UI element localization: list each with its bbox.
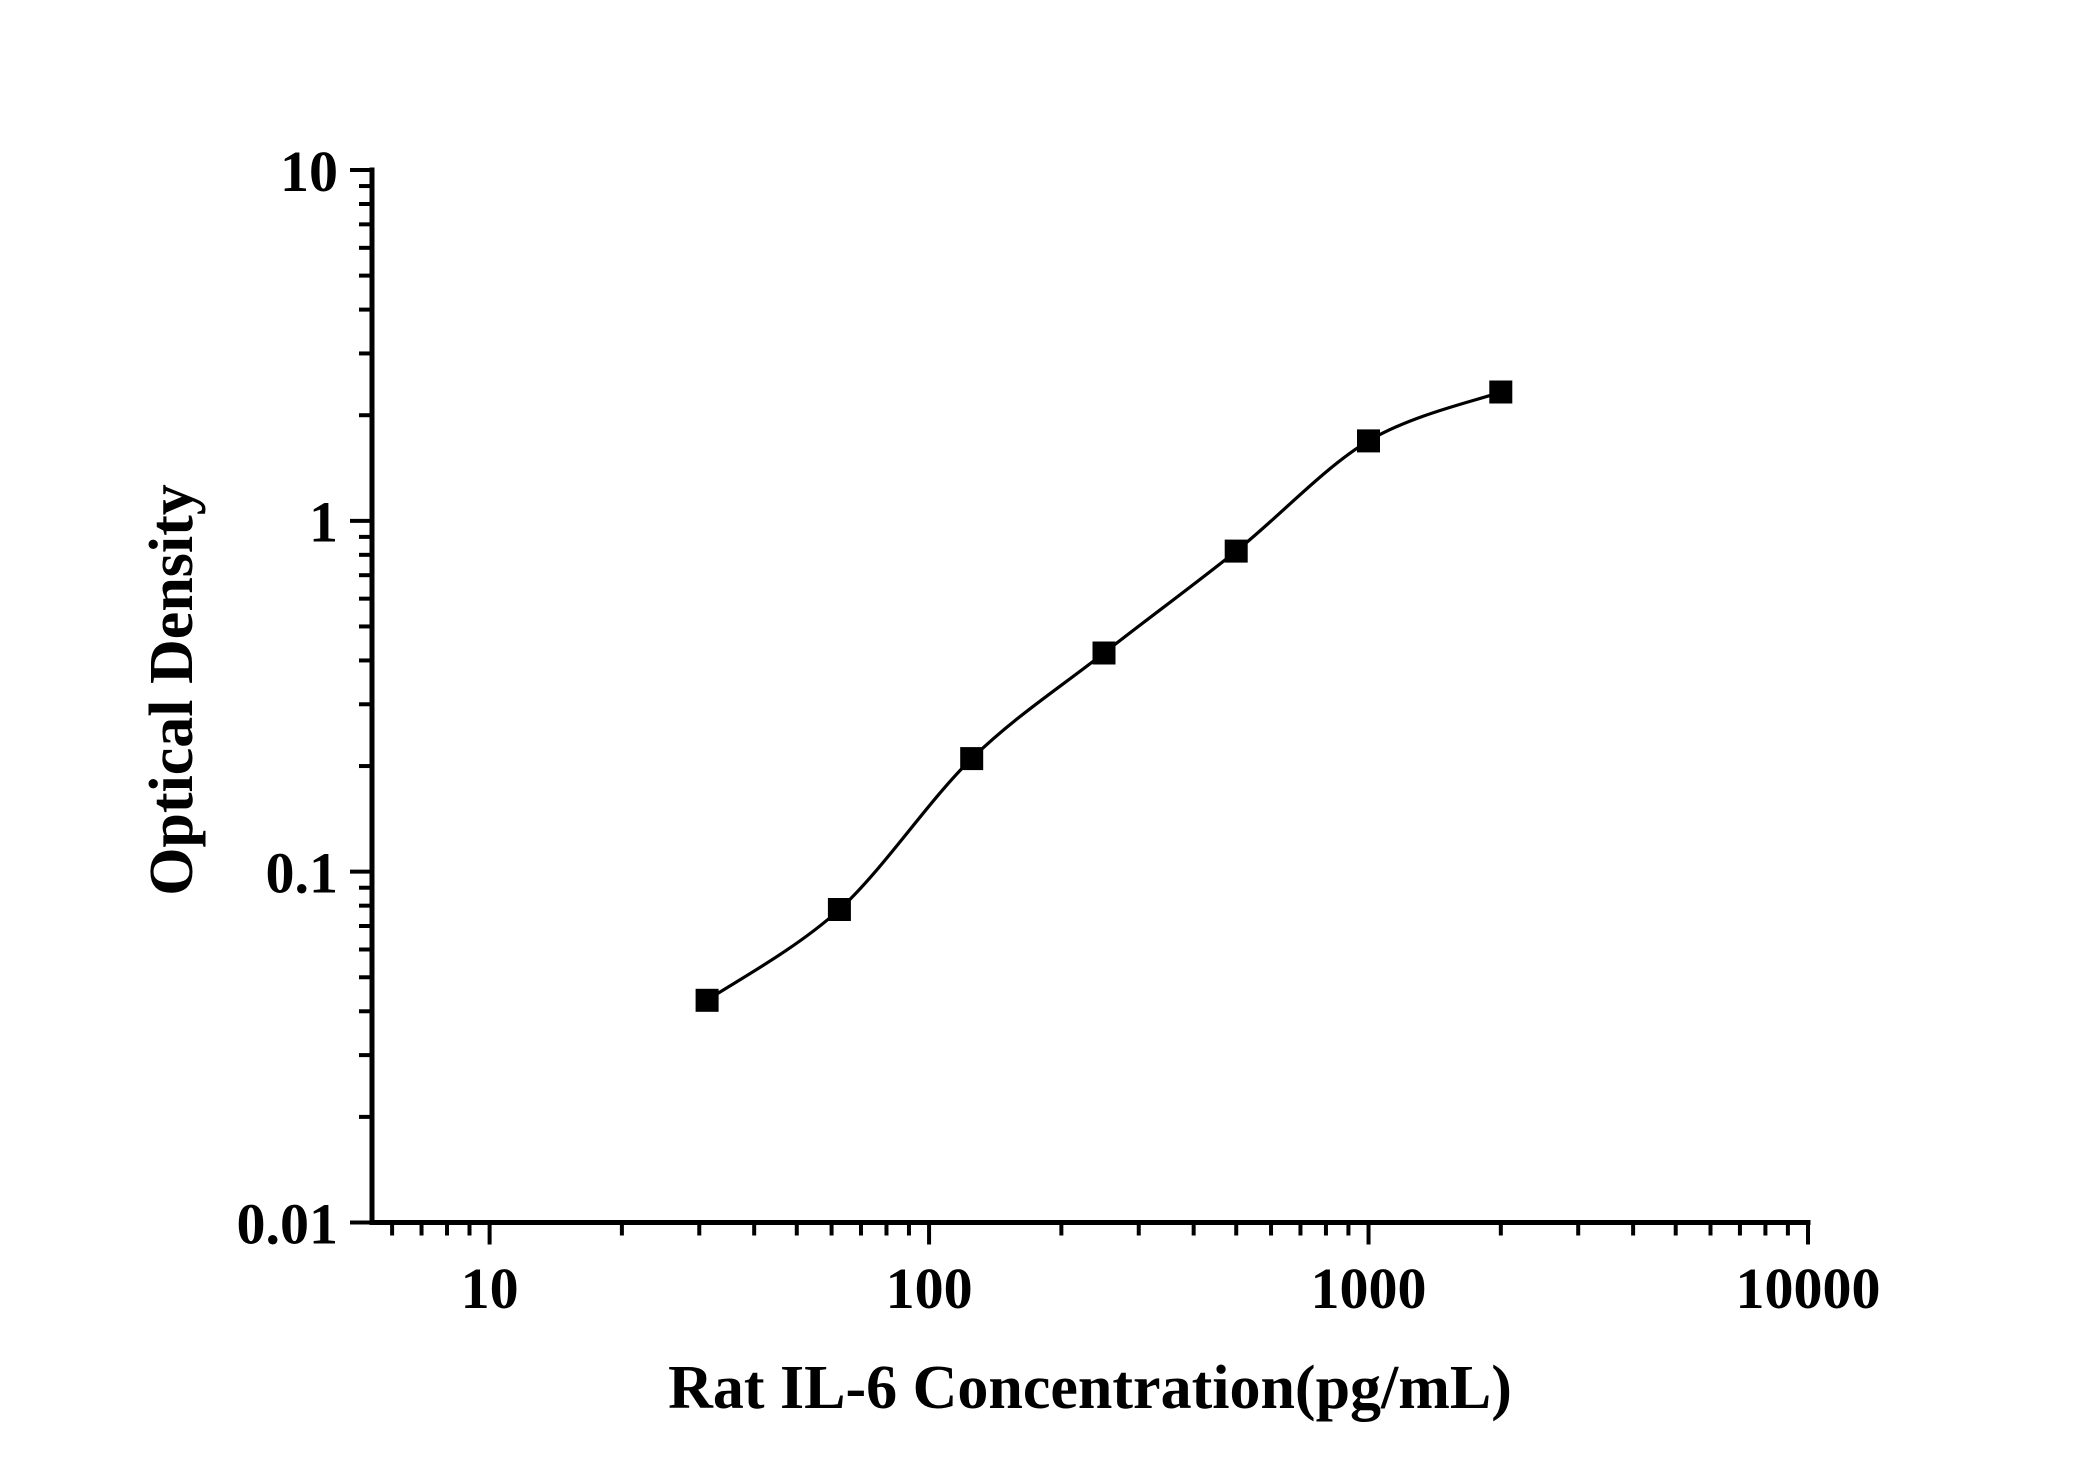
- x-axis-title: Rat IL-6 Concentration(pg/mL): [668, 1354, 1512, 1422]
- y-tick-label: 10: [280, 139, 338, 204]
- x-tick-label: 1000: [1311, 1256, 1427, 1321]
- x-tick-label: 10: [461, 1256, 519, 1321]
- data-point-marker: [1224, 539, 1248, 563]
- data-point-marker: [695, 988, 719, 1012]
- y-tick-label: 0.1: [266, 841, 339, 906]
- y-tick-label: 1: [309, 490, 338, 555]
- data-point-marker: [1092, 641, 1116, 665]
- axis-lines: [369, 167, 1811, 1225]
- y-tick-label: 0.01: [237, 1191, 339, 1256]
- x-tick-label: 10000: [1736, 1256, 1881, 1321]
- data-point-markers: [695, 380, 1513, 1012]
- y-axis-title: Optical Density: [138, 484, 206, 896]
- standard-curve-line: [706, 390, 1502, 1002]
- data-point-marker: [827, 898, 851, 921]
- axes-frame: [369, 167, 1811, 1225]
- data-point-marker: [1489, 380, 1513, 404]
- axis-ticks: [350, 168, 1810, 1245]
- data-point-marker: [960, 747, 984, 771]
- data-point-marker: [1357, 429, 1380, 453]
- x-tick-label: 100: [886, 1256, 973, 1321]
- axis-tick-labels: 10 100 1000 10000 0.01 0.1 1 10: [237, 139, 1881, 1321]
